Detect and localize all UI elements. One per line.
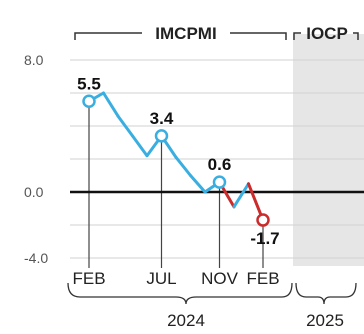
data-marker: [256, 213, 270, 227]
data-label: 3.4: [150, 109, 174, 128]
x-tick-label: JUL: [146, 269, 176, 288]
line-segment: [189, 174, 207, 194]
x-tick-label: FEB: [246, 269, 279, 288]
data-line: [87, 91, 265, 222]
data-label: 0.6: [208, 155, 232, 174]
y-tick-label: -4.0: [24, 250, 48, 266]
data-labels: 5.5 3.4 0.6 -1.7: [77, 74, 279, 248]
year-label-2025: 2025: [306, 311, 344, 330]
x-axis-ticks: FEB JUL NOV FEB: [72, 269, 279, 288]
section-label-imcpmi: IMCPMI: [155, 24, 216, 43]
year-bracket-2024: [67, 282, 293, 305]
forecast-shade: [293, 34, 364, 266]
x-tick-label: NOV: [201, 269, 239, 288]
section-bracket-imcpmi: [74, 32, 287, 40]
data-marker: [82, 94, 96, 108]
gridlines: [70, 59, 364, 259]
data-marker: [212, 175, 227, 189]
data-label: 5.5: [77, 74, 101, 93]
data-marker: [154, 129, 169, 143]
line-segment: [131, 134, 149, 158]
year-bracket-2025: [295, 282, 357, 305]
line-segment: [116, 114, 134, 138]
line-segment: [102, 91, 120, 118]
x-tick-label: FEB: [72, 269, 105, 288]
drop-lines: [88, 101, 264, 268]
line-segment: [232, 182, 250, 209]
section-bracket-iocp: [293, 32, 359, 40]
data-markers: [82, 94, 270, 227]
year-label-2024: 2024: [167, 311, 205, 330]
y-tick-label: 8.0: [24, 52, 44, 68]
y-axis-ticks: 8.0 0.0 -4.0: [24, 52, 48, 266]
section-label-iocp: IOCP: [306, 24, 348, 43]
line-segment: [174, 155, 192, 177]
y-tick-label: 0.0: [24, 184, 44, 200]
data-label: -1.7: [250, 229, 279, 248]
